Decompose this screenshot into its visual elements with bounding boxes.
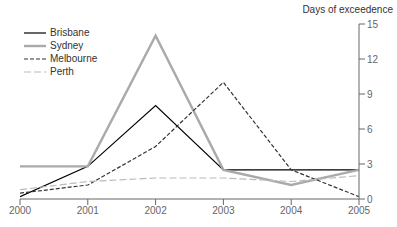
svg-text:2002: 2002 (144, 205, 167, 216)
svg-text:2001: 2001 (77, 205, 100, 216)
svg-text:0: 0 (367, 194, 373, 205)
svg-text:2000: 2000 (9, 205, 32, 216)
html-text:Melbourne: Melbourne (50, 53, 98, 64)
svg-text:3: 3 (367, 159, 373, 170)
svg-text:12: 12 (367, 54, 379, 65)
svg-text:2005: 2005 (348, 205, 371, 216)
html-text:Sydney: Sydney (50, 40, 84, 51)
html-text:Days of exceedence: Days of exceedence (302, 4, 393, 15)
svg-text:6: 6 (367, 124, 373, 135)
svg-text:2004: 2004 (280, 205, 303, 216)
svg-text:9: 9 (367, 89, 373, 100)
html-text:Brisbane: Brisbane (50, 27, 90, 38)
svg-text:2003: 2003 (212, 205, 235, 216)
svg-text:15: 15 (367, 19, 379, 30)
html-text:Perth: Perth (50, 66, 74, 77)
